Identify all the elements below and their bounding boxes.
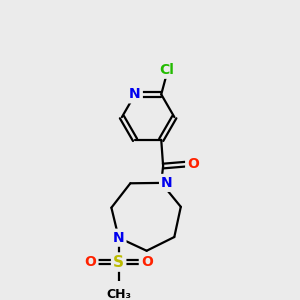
Text: O: O: [141, 255, 153, 269]
Text: N: N: [129, 87, 141, 101]
Text: Cl: Cl: [159, 63, 174, 77]
Text: N: N: [113, 231, 124, 245]
Text: O: O: [187, 157, 199, 171]
Text: S: S: [113, 255, 124, 270]
Text: O: O: [85, 255, 97, 269]
Text: CH₃: CH₃: [106, 288, 131, 300]
Text: N: N: [161, 176, 173, 190]
